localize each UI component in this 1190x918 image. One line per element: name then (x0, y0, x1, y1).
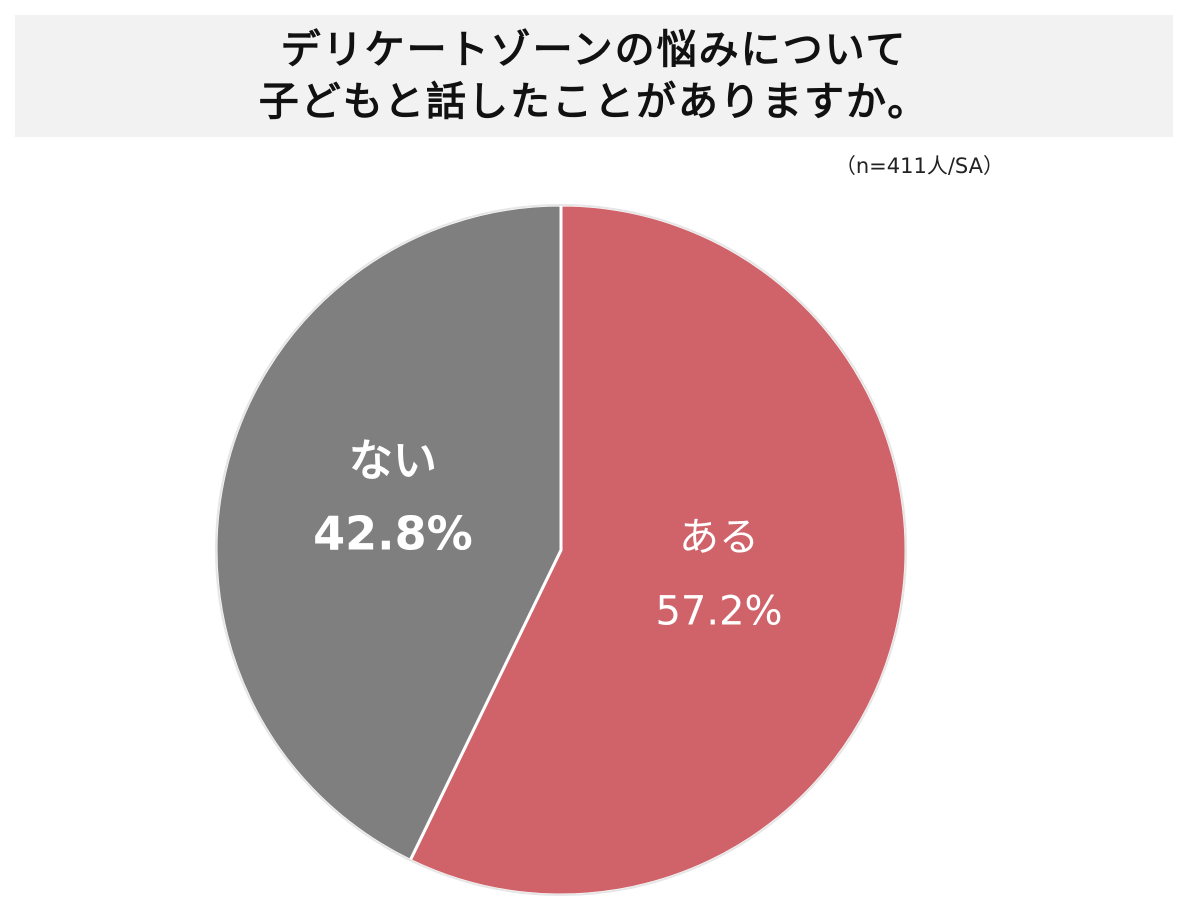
sample-size-note: （n=411人/SA） (834, 154, 1004, 178)
pie-outline (215, 204, 907, 896)
chart-title-box: デリケートゾーンの悩みについて 子どもと話したことがありますか。 (15, 15, 1173, 137)
chart-title-line-1: デリケートゾーンの悩みについて (280, 27, 908, 73)
slice-label-yes: ある (679, 514, 759, 560)
slice-value-no: 42.8% (313, 506, 473, 560)
slice-label-no: ない (349, 435, 437, 486)
slice-value-yes: 57.2% (655, 588, 782, 634)
chart-title-line-2: 子どもと話したことがありますか。 (258, 79, 930, 125)
pie-labels: ある 57.2% ない 42.8% (313, 435, 782, 634)
pie-slices (214, 203, 908, 897)
